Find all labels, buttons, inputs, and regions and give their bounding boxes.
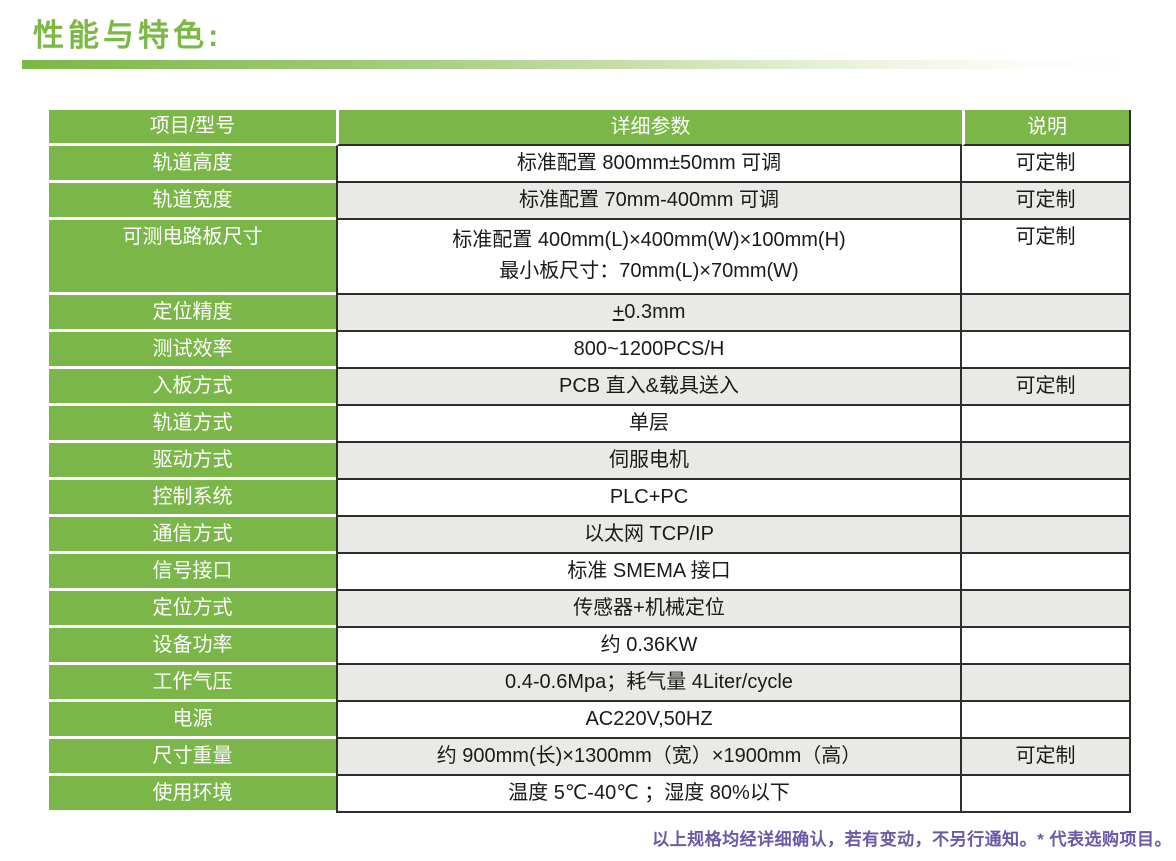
table-row: 轨道方式 单层 — [49, 406, 1131, 443]
row-label-cell: 设备功率 — [49, 628, 336, 665]
row-value-cell: 标准配置 70mm-400mm 可调 — [336, 183, 962, 220]
row-label-cell: 测试效率 — [49, 332, 336, 369]
row-label-cell: 可测电路板尺寸 — [49, 220, 336, 295]
table-row: 电源 AC220V,50HZ — [49, 702, 1131, 739]
value-line: 标准 SMEMA 接口 — [567, 560, 731, 582]
value-line: 单层 — [629, 412, 669, 434]
value-line: 标准配置 70mm-400mm 可调 — [518, 189, 780, 211]
row-label-cell: 轨道宽度 — [49, 183, 336, 220]
row-value-cell: 伺服电机 — [336, 443, 962, 480]
row-value-cell: 标准配置 800mm±50mm 可调 — [336, 146, 962, 183]
value-line: PCB 直入&载具送入 — [558, 375, 740, 397]
row-label-cell: 轨道方式 — [49, 406, 336, 443]
row-note-cell — [962, 480, 1131, 517]
table-row: 轨道宽度 标准配置 70mm-400mm 可调 可定制 — [49, 183, 1131, 220]
value-line: 0.4-0.6Mpa；耗气量 4Liter/cycle — [505, 671, 793, 693]
row-note-cell — [962, 406, 1131, 443]
footer-note: 以上规格均经详细确认，若有变动，不另行通知。* 代表选购项目。 — [652, 830, 1172, 849]
table-row: 信号接口 标准 SMEMA 接口 — [49, 554, 1131, 591]
page-title: 性能与特色: — [33, 18, 223, 53]
plus-minus-underline: + — [612, 301, 625, 323]
title-underline-bar — [22, 60, 1164, 69]
row-label-cell: 电源 — [49, 702, 336, 739]
row-value-cell: 约 900mm(长)×1300mm（宽）×1900mm（高） — [336, 739, 962, 776]
table-row: 驱动方式 伺服电机 — [49, 443, 1131, 480]
table-row: 设备功率 约 0.36KW — [49, 628, 1131, 665]
row-label-cell: 控制系统 — [49, 480, 336, 517]
spec-table: 项目/型号 详细参数 说明 轨道高度 标准配置 800mm±50mm 可调 可定制 轨道宽度… — [49, 110, 1131, 813]
row-value-cell: AC220V,50HZ — [336, 702, 962, 739]
row-label-cell: 驱动方式 — [49, 443, 336, 480]
row-note-cell: 可定制 — [962, 369, 1131, 406]
value-line: 最小板尺寸：70mm(L)×70mm(W) — [499, 260, 799, 282]
row-note-cell — [962, 443, 1131, 480]
row-label-cell: 定位精度 — [49, 295, 336, 332]
row-note-cell — [962, 665, 1131, 702]
row-value-cell: PLC+PC — [336, 480, 962, 517]
row-value-cell: +0.3mm — [336, 295, 962, 332]
value-line: 伺服电机 — [609, 449, 689, 471]
table-row: 定位方式 传感器+机械定位 — [49, 591, 1131, 628]
row-value-cell: 标准配置 400mm(L)×400mm(W)×100mm(H) 最小板尺寸：70m… — [336, 220, 962, 295]
column-header: 项目/型号 — [49, 110, 336, 146]
table-row: 测试效率 800~1200PCS/H — [49, 332, 1131, 369]
value-line: 800~1200PCS/H — [573, 338, 725, 360]
table-row: 定位精度 +0.3mm — [49, 295, 1131, 332]
row-label-cell: 使用环境 — [49, 776, 336, 813]
value-line: +0.3mm — [612, 301, 686, 323]
table-row: 使用环境 温度 5℃-40℃ ；湿度 80%以下 — [49, 776, 1131, 813]
row-note-cell — [962, 295, 1131, 332]
row-value-cell: 单层 — [336, 406, 962, 443]
row-value-cell: 传感器+机械定位 — [336, 591, 962, 628]
row-value-cell: 温度 5℃-40℃ ；湿度 80%以下 — [336, 776, 962, 813]
row-note-cell: 可定制 — [962, 739, 1131, 776]
column-header: 说明 — [962, 110, 1131, 146]
value-line: 标准配置 400mm(L)×400mm(W)×100mm(H) — [452, 229, 846, 251]
row-note-cell: 可定制 — [962, 146, 1131, 183]
row-note-cell: 可定制 — [962, 183, 1131, 220]
value-line: 约 900mm(长)×1300mm（宽）×1900mm（高） — [436, 745, 862, 767]
row-note-cell — [962, 554, 1131, 591]
column-header: 详细参数 — [336, 110, 962, 146]
value-line: 传感器+机械定位 — [573, 597, 725, 619]
value-line: AC220V,50HZ — [585, 708, 713, 730]
row-value-cell: 约 0.36KW — [336, 628, 962, 665]
value-line: 约 0.36KW — [600, 634, 698, 656]
table-row: 轨道高度 标准配置 800mm±50mm 可调 可定制 — [49, 146, 1131, 183]
row-note-cell — [962, 776, 1131, 813]
table-header-row: 项目/型号 详细参数 说明 — [49, 110, 1131, 146]
table-row: 可测电路板尺寸 标准配置 400mm(L)×400mm(W)×100mm(H) 最小… — [49, 220, 1131, 295]
row-value-cell: 0.4-0.6Mpa；耗气量 4Liter/cycle — [336, 665, 962, 702]
row-note-cell — [962, 591, 1131, 628]
table-row: 工作气压 0.4-0.6Mpa；耗气量 4Liter/cycle — [49, 665, 1131, 702]
row-value-cell: 以太网 TCP/IP — [336, 517, 962, 554]
value-line: 温度 5℃-40℃ ；湿度 80%以下 — [508, 782, 790, 804]
table-row: 控制系统 PLC+PC — [49, 480, 1131, 517]
row-note-cell — [962, 517, 1131, 554]
row-label-cell: 尺寸重量 — [49, 739, 336, 776]
row-note-cell: 可定制 — [962, 220, 1131, 295]
row-label-cell: 通信方式 — [49, 517, 336, 554]
row-label-cell: 信号接口 — [49, 554, 336, 591]
value-line: 标准配置 800mm±50mm 可调 — [516, 152, 782, 174]
row-note-cell — [962, 628, 1131, 665]
row-value-cell: PCB 直入&载具送入 — [336, 369, 962, 406]
table-row: 尺寸重量 约 900mm(长)×1300mm（宽）×1900mm（高） 可定制 — [49, 739, 1131, 776]
row-label-cell: 工作气压 — [49, 665, 336, 702]
row-value-cell: 800~1200PCS/H — [336, 332, 962, 369]
row-note-cell — [962, 332, 1131, 369]
row-label-cell: 定位方式 — [49, 591, 336, 628]
value-line: 以太网 TCP/IP — [583, 523, 714, 545]
row-value-cell: 标准 SMEMA 接口 — [336, 554, 962, 591]
row-label-cell: 入板方式 — [49, 369, 336, 406]
table-row: 入板方式 PCB 直入&载具送入 可定制 — [49, 369, 1131, 406]
value-line: PLC+PC — [609, 486, 689, 508]
row-label-cell: 轨道高度 — [49, 146, 336, 183]
row-note-cell — [962, 702, 1131, 739]
table-row: 通信方式 以太网 TCP/IP — [49, 517, 1131, 554]
